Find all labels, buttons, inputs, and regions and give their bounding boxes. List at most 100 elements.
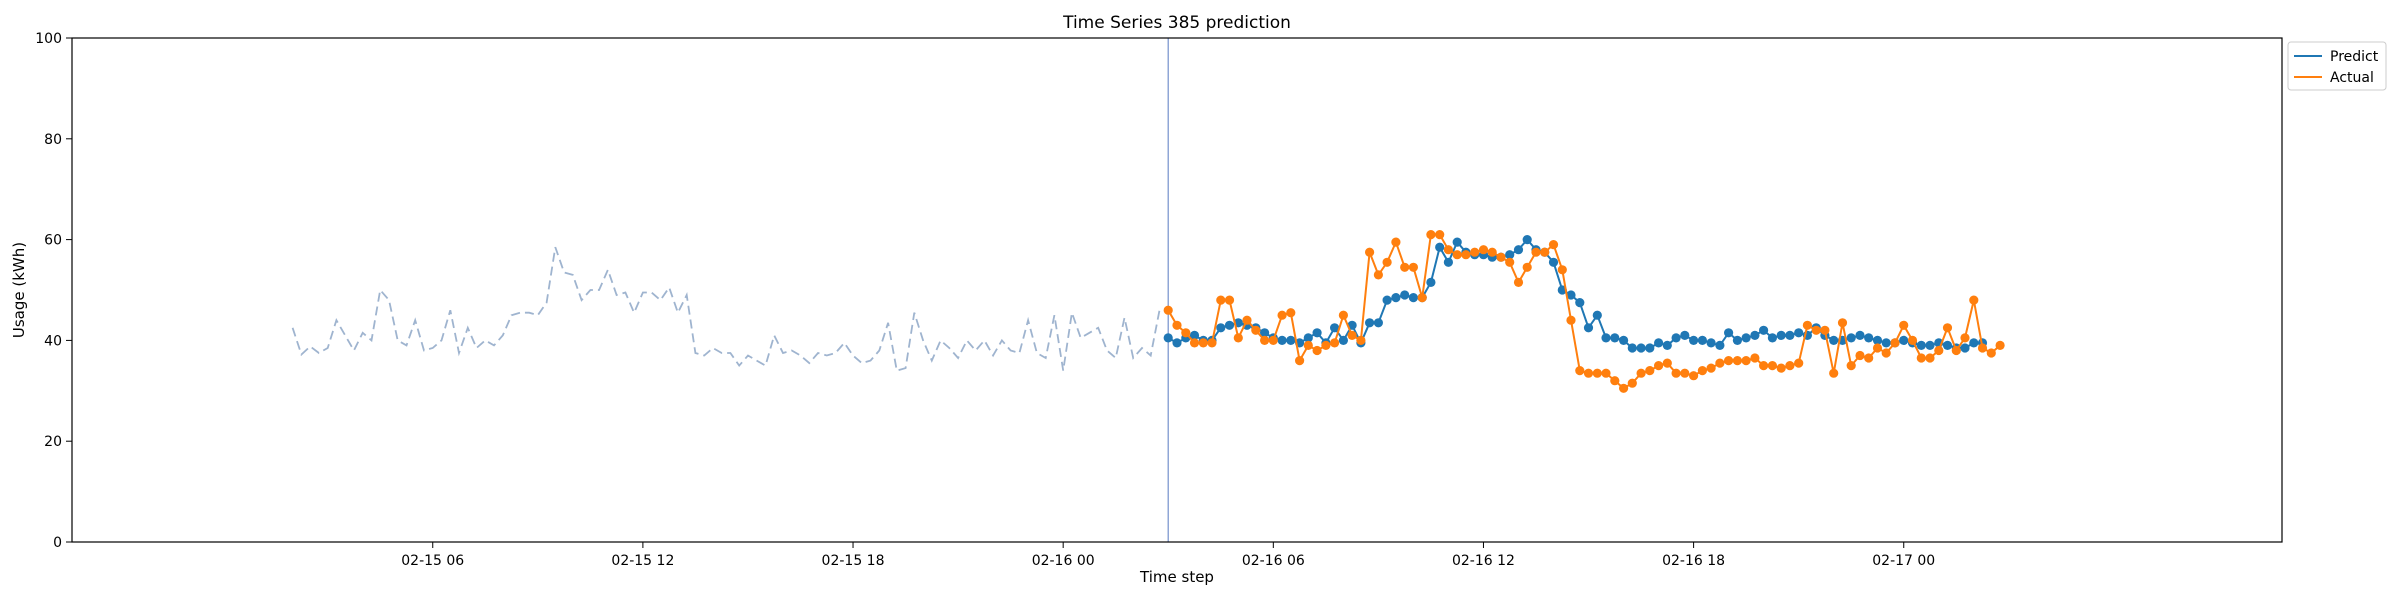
data-point-predict	[1391, 293, 1401, 303]
data-point-predict	[1636, 343, 1646, 353]
y-tick-label: 60	[44, 233, 62, 249]
y-tick-label: 100	[35, 31, 62, 47]
data-point-predict	[1303, 333, 1313, 343]
data-point-actual	[1767, 361, 1777, 371]
data-point-actual	[1207, 338, 1217, 348]
data-point-actual	[1776, 363, 1786, 373]
data-point-predict	[1260, 328, 1270, 338]
data-point-actual	[1478, 245, 1489, 255]
x-axis: 02-15 06 02-15 12 02-15 18 02-16 00 02-16 06…	[401, 542, 1935, 569]
data-point-predict	[1408, 293, 1418, 303]
plot-frame	[71, 37, 2283, 543]
data-point-predict	[1610, 333, 1620, 343]
x-tick-label: 02-15 06	[401, 553, 464, 569]
data-point-actual	[1986, 348, 1996, 358]
data-point-predict	[1969, 338, 1979, 348]
data-point-actual	[1662, 358, 1672, 368]
data-point-actual	[1330, 338, 1340, 348]
data-point-predict	[1715, 340, 1725, 350]
data-point-predict	[1741, 333, 1751, 343]
data-point-predict	[1338, 335, 1348, 345]
data-point-predict	[1277, 335, 1287, 345]
data-point-predict	[1365, 318, 1375, 328]
data-point-predict	[1566, 290, 1576, 300]
data-point-actual	[1321, 340, 1331, 350]
plot-area	[291, 38, 2005, 542]
data-point-predict	[1443, 257, 1453, 267]
data-point-actual	[1592, 368, 1602, 378]
data-point-actual	[1303, 340, 1313, 350]
data-point-actual	[1452, 250, 1462, 260]
data-point-actual	[1794, 358, 1804, 368]
data-point-actual	[1881, 348, 1891, 358]
data-point-predict	[1513, 245, 1524, 255]
data-point-actual	[1513, 277, 1524, 287]
chart-title: Time Series 385 prediction	[1062, 13, 1291, 33]
data-point-actual	[1575, 366, 1585, 376]
data-point-predict	[1505, 250, 1515, 260]
data-point-predict	[1785, 330, 1795, 340]
data-point-actual	[1277, 310, 1287, 320]
data-point-actual	[1934, 345, 1944, 356]
data-point-actual	[1969, 295, 1979, 305]
data-point-actual	[1995, 340, 2005, 350]
data-point-predict	[1330, 323, 1340, 333]
data-point-actual	[1942, 323, 1953, 333]
data-point-actual	[1671, 368, 1681, 378]
data-point-predict	[1829, 335, 1839, 345]
data-point-actual	[1697, 366, 1707, 376]
data-point-predict	[1916, 340, 1926, 350]
data-point-actual	[1189, 338, 1200, 348]
data-point-actual	[1680, 368, 1690, 378]
data-point-actual	[1855, 350, 1865, 361]
data-point-actual	[1242, 315, 1252, 325]
data-point-actual	[1181, 328, 1191, 338]
data-point-predict	[1767, 333, 1777, 343]
data-point-predict	[1881, 338, 1891, 348]
y-axis-label: Usage (kWh)	[10, 242, 28, 338]
data-point-predict	[1645, 343, 1655, 353]
x-tick-label: 02-16 18	[1662, 553, 1725, 569]
data-point-predict	[1662, 340, 1672, 350]
data-point-predict	[1960, 343, 1970, 353]
data-point-actual	[1741, 356, 1751, 366]
data-point-actual	[1548, 240, 1559, 250]
data-point-predict	[1706, 338, 1716, 348]
data-point-predict	[1654, 338, 1664, 348]
data-point-predict	[1592, 310, 1602, 320]
data-point-actual	[1899, 320, 1909, 330]
data-point-actual	[1426, 230, 1436, 240]
data-point-actual	[1724, 356, 1734, 366]
data-point-predict	[1189, 330, 1200, 340]
data-point-predict	[1925, 340, 1935, 350]
data-point-predict	[1872, 335, 1883, 345]
data-point-predict	[1942, 340, 1953, 350]
data-point-predict	[1732, 335, 1742, 345]
data-point-predict	[1689, 335, 1699, 345]
data-point-actual	[1811, 325, 1821, 335]
history-line	[291, 246, 1161, 372]
data-point-predict	[1697, 335, 1707, 345]
data-point-predict	[1163, 333, 1173, 343]
data-point-actual	[1916, 353, 1926, 363]
data-point-predict	[1864, 333, 1874, 343]
x-tick-label: 02-15 18	[822, 553, 885, 569]
data-point-actual	[1872, 343, 1883, 353]
y-axis: 0 20 40 60 80 100	[35, 31, 72, 551]
data-point-predict	[1680, 330, 1690, 340]
data-point-predict	[1172, 338, 1182, 348]
data-point-actual	[1583, 368, 1594, 378]
data-point-actual	[1960, 333, 1970, 343]
data-point-predict	[1400, 290, 1410, 300]
data-point-actual	[1216, 295, 1226, 305]
data-point-actual	[1732, 356, 1742, 366]
data-point-actual	[1295, 356, 1305, 366]
data-point-predict	[1452, 237, 1462, 247]
data-point-actual	[1373, 270, 1383, 280]
data-point-actual	[1846, 361, 1856, 371]
data-point-predict	[1750, 330, 1760, 340]
data-point-actual	[1251, 325, 1261, 335]
data-point-actual	[1837, 318, 1848, 328]
y-tick-label: 80	[44, 132, 62, 148]
